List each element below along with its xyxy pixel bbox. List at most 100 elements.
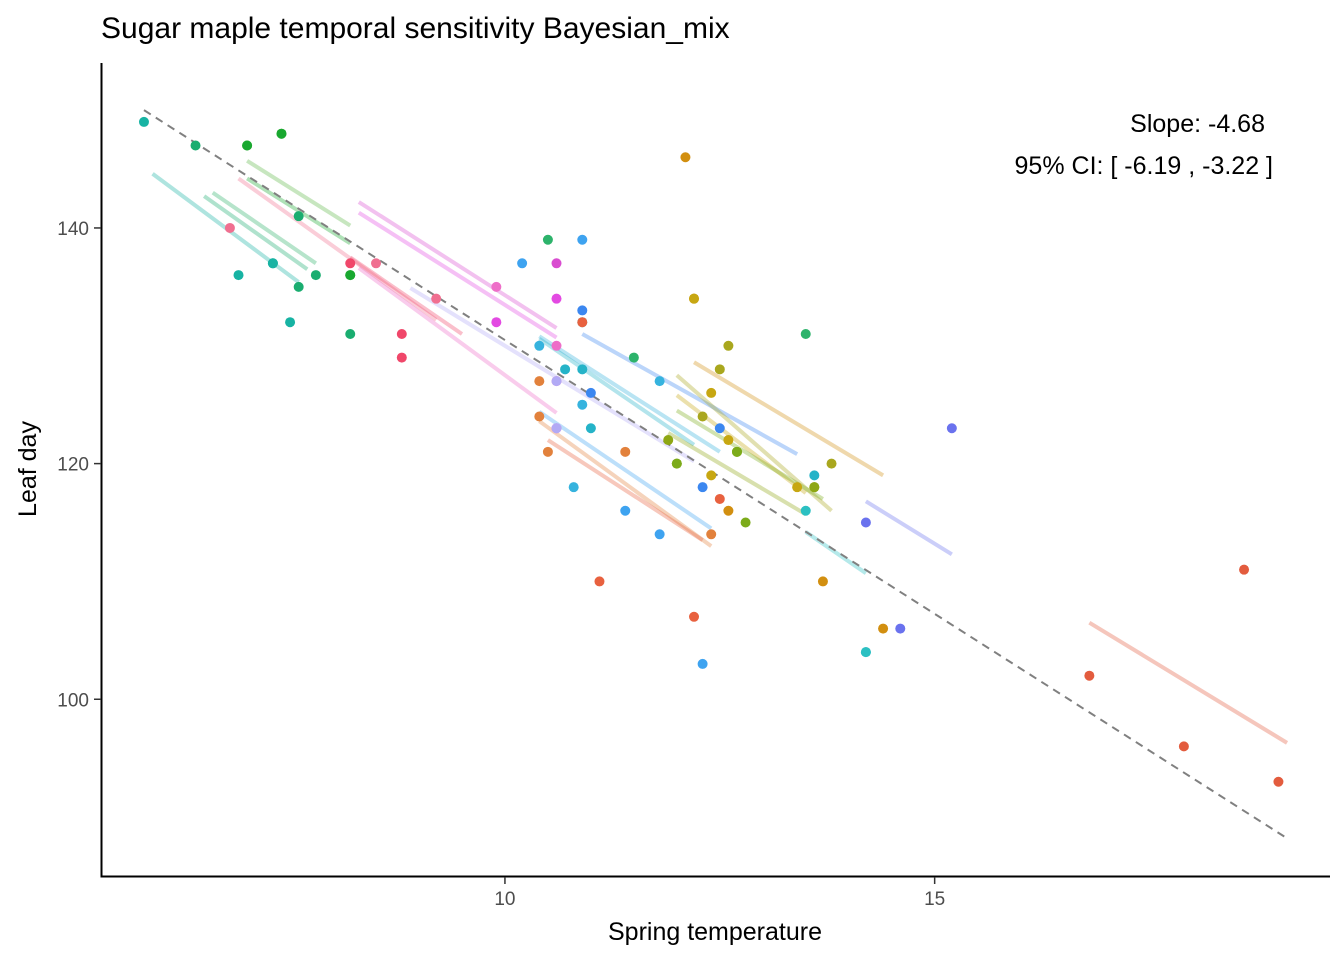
x-axis-label: Spring temperature xyxy=(608,918,822,946)
data-point xyxy=(714,364,725,375)
data-point xyxy=(293,211,304,222)
data-point xyxy=(551,340,562,351)
data-point xyxy=(800,329,811,339)
data-point xyxy=(568,482,579,493)
data-point xyxy=(689,611,700,622)
data-point xyxy=(577,305,588,316)
data-point xyxy=(628,352,639,363)
data-point xyxy=(594,576,605,587)
group-fit-line xyxy=(538,334,721,454)
group-fit-line xyxy=(202,194,309,271)
y-axis-label: Leaf day xyxy=(14,421,42,517)
data-point xyxy=(860,647,871,658)
data-point xyxy=(310,270,321,281)
data-point xyxy=(654,376,665,387)
data-point xyxy=(697,482,708,493)
data-point xyxy=(706,470,717,481)
data-point xyxy=(396,329,407,339)
data-point xyxy=(1273,776,1284,787)
data-point xyxy=(345,258,356,269)
data-point xyxy=(620,505,631,516)
data-point xyxy=(396,352,407,363)
group-fit-line xyxy=(1088,620,1289,745)
data-point xyxy=(740,517,751,528)
group-fit-line xyxy=(675,373,833,513)
group-fit-line xyxy=(211,190,317,265)
data-point xyxy=(878,623,889,634)
data-point xyxy=(620,446,631,457)
group-fit-line xyxy=(692,360,885,478)
data-point xyxy=(293,281,304,292)
group-fit-line xyxy=(675,393,807,495)
data-point xyxy=(706,529,717,540)
data-point xyxy=(551,293,562,304)
group-fit-line xyxy=(246,159,352,228)
data-point xyxy=(551,258,562,269)
data-point xyxy=(809,482,820,493)
data-point xyxy=(542,446,553,457)
data-point xyxy=(817,576,828,587)
x-tick-label: 10 xyxy=(494,889,515,910)
data-point xyxy=(1178,741,1189,752)
data-point xyxy=(680,152,691,163)
group-fit-line xyxy=(864,499,953,557)
slope-annotation: Slope: -4.68 xyxy=(1130,110,1265,138)
data-point xyxy=(491,281,502,292)
data-point xyxy=(671,458,682,469)
data-points-group xyxy=(138,116,1284,787)
data-point xyxy=(723,435,734,446)
group-fit-line xyxy=(667,431,807,516)
group-fit-line xyxy=(409,286,696,463)
group-fit-line xyxy=(357,200,558,330)
data-point xyxy=(585,387,596,398)
data-point xyxy=(689,293,700,304)
y-tick-label: 140 xyxy=(57,219,89,240)
data-point xyxy=(431,293,442,304)
data-point xyxy=(534,340,545,351)
data-point xyxy=(542,234,553,245)
data-point xyxy=(577,364,588,375)
data-point xyxy=(809,470,820,481)
group-fit-lines xyxy=(151,159,1289,745)
data-point xyxy=(860,517,871,528)
group-fit-line xyxy=(357,210,558,340)
x-ticks-group: 10 15 xyxy=(494,877,945,910)
data-point xyxy=(697,658,708,669)
data-point xyxy=(946,423,957,434)
data-point xyxy=(534,411,545,422)
data-point xyxy=(491,317,502,328)
data-point xyxy=(345,329,356,339)
data-point xyxy=(242,140,253,151)
data-point xyxy=(895,623,906,634)
chart-title: Sugar maple temporal sensitivity Bayesia… xyxy=(101,12,730,45)
y-tick-label: 100 xyxy=(57,690,89,711)
data-point xyxy=(276,128,287,139)
group-fit-line xyxy=(538,337,696,447)
data-point xyxy=(654,529,665,540)
data-point xyxy=(371,258,382,269)
data-point xyxy=(534,376,545,387)
data-point xyxy=(517,258,528,269)
group-fit-line xyxy=(357,266,558,415)
data-point xyxy=(723,340,734,351)
group-fit-line xyxy=(581,332,799,456)
data-point xyxy=(663,435,674,446)
group-fit-line xyxy=(246,176,352,245)
data-point xyxy=(285,317,296,328)
group-fit-line xyxy=(538,419,713,548)
group-fit-line xyxy=(538,410,713,531)
x-tick-label: 15 xyxy=(924,889,945,910)
data-point xyxy=(826,458,837,469)
group-fit-line xyxy=(237,176,438,322)
group-fit-line xyxy=(804,530,868,575)
data-point xyxy=(577,399,588,410)
data-point xyxy=(560,364,571,375)
data-point xyxy=(792,482,803,493)
y-ticks-group: 100 120 140 xyxy=(57,219,101,711)
data-point xyxy=(267,258,278,269)
data-point xyxy=(723,505,734,516)
group-fit-line xyxy=(349,255,464,336)
data-point xyxy=(345,270,356,281)
